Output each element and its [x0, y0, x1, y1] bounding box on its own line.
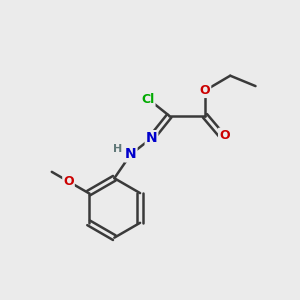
Text: H: H — [113, 143, 122, 154]
Text: O: O — [219, 129, 230, 142]
Text: N: N — [146, 131, 157, 145]
Text: Cl: Cl — [141, 93, 154, 106]
Text: O: O — [200, 84, 210, 97]
Text: N: N — [125, 148, 136, 161]
Text: O: O — [63, 175, 74, 188]
